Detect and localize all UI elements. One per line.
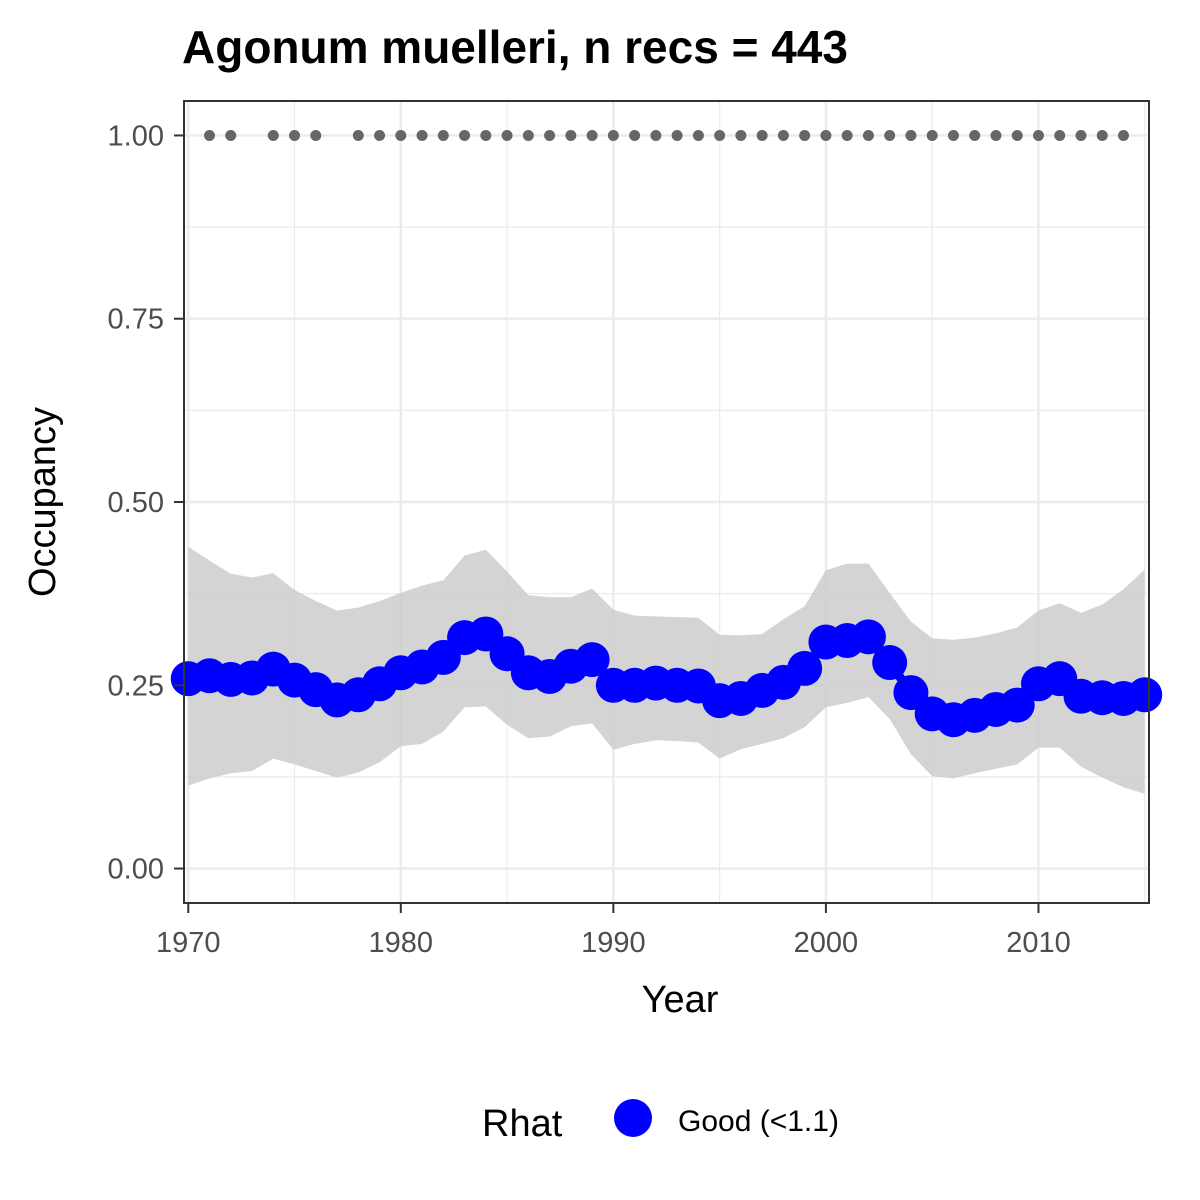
record-point: [1117, 129, 1129, 141]
x-tick-label: 2000: [794, 927, 859, 959]
occupancy-point: [872, 645, 908, 681]
record-point: [395, 129, 407, 141]
record-point: [310, 129, 322, 141]
record-point: [947, 129, 959, 141]
record-point: [692, 129, 704, 141]
occupancy-point: [893, 675, 929, 711]
y-tick-label: 0.50: [108, 487, 164, 519]
record-point: [416, 129, 428, 141]
record-point: [586, 129, 598, 141]
occupancy-point: [850, 619, 886, 655]
record-point: [522, 129, 534, 141]
x-axis-title: Year: [642, 979, 719, 1021]
occupancy-point: [999, 687, 1035, 723]
record-point: [714, 129, 726, 141]
chart-title: Agonum muelleri, n recs = 443: [182, 21, 848, 73]
y-axis-title: Occupancy: [22, 407, 64, 597]
x-tick-label: 2010: [1006, 927, 1071, 959]
record-point: [1011, 129, 1023, 141]
axes: 1970 1980 1990 2000 2010 0.00 0.25 0.50 0.75 1.00: [108, 120, 1071, 959]
record-point: [225, 129, 237, 141]
record-point: [501, 129, 513, 141]
record-point: [437, 129, 449, 141]
record-point: [884, 129, 896, 141]
record-point: [777, 129, 789, 141]
occupancy-point: [787, 650, 823, 686]
record-point: [735, 129, 747, 141]
record-point: [629, 129, 641, 141]
record-point: [1054, 129, 1066, 141]
occupancy-point: [1127, 677, 1163, 713]
record-point: [650, 129, 662, 141]
y-tick-label: 0.75: [108, 304, 164, 336]
record-point: [990, 129, 1002, 141]
record-point: [480, 129, 492, 141]
gridlines: [184, 101, 1149, 903]
record-point: [1096, 129, 1108, 141]
record-point: [459, 129, 471, 141]
record-point: [565, 129, 577, 141]
y-tick-label: 0.25: [108, 670, 164, 702]
record-point: [267, 129, 279, 141]
occupancy-point: [574, 642, 610, 678]
record-point: [969, 129, 981, 141]
record-point: [352, 129, 364, 141]
record-point: [289, 129, 301, 141]
record-point: [841, 129, 853, 141]
record-point: [799, 129, 811, 141]
record-point: [1075, 129, 1087, 141]
record-point: [607, 129, 619, 141]
x-tick-label: 1980: [369, 927, 434, 959]
y-tick-label: 0.00: [108, 854, 164, 886]
record-point: [905, 129, 917, 141]
record-point: [544, 129, 556, 141]
legend: Rhat Good (<1.1): [482, 1099, 839, 1145]
record-point: [862, 129, 874, 141]
legend-label-good: Good (<1.1): [678, 1105, 839, 1138]
record-point: [756, 129, 768, 141]
legend-key-good: [614, 1099, 652, 1137]
occupancy-series-layer: [170, 616, 1163, 738]
record-point: [926, 129, 938, 141]
record-point: [204, 129, 216, 141]
y-tick-label: 1.00: [108, 120, 164, 152]
record-point: [820, 129, 832, 141]
x-tick-label: 1990: [581, 927, 646, 959]
record-points-layer: [204, 129, 1129, 141]
record-point: [671, 129, 683, 141]
record-point: [374, 129, 386, 141]
record-point: [1032, 129, 1044, 141]
legend-title: Rhat: [482, 1103, 563, 1145]
x-tick-label: 1970: [156, 927, 221, 959]
